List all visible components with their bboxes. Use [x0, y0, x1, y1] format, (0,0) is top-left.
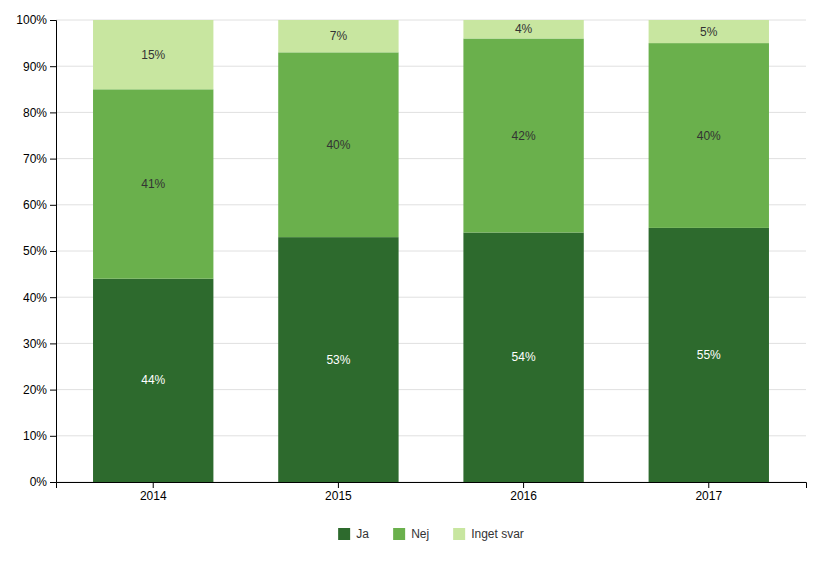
- x-tick: 2015: [325, 482, 352, 503]
- y-tick-label: 70%: [23, 152, 47, 166]
- bar: [463, 20, 583, 38]
- data-label: 7%: [330, 29, 348, 43]
- legend-item: Inget svar: [453, 527, 524, 541]
- y-tick-mark: [50, 112, 56, 113]
- data-label: 53%: [326, 353, 350, 367]
- plot: 44%53%54%55%41%40%42%40%15%7%4%5%2014201…: [16, 13, 806, 502]
- legend-label: Nej: [411, 527, 429, 541]
- data-label: 44%: [141, 373, 165, 387]
- bar: [278, 237, 398, 482]
- y-tick: 20%: [23, 383, 56, 397]
- x-tick: 2016: [510, 482, 537, 503]
- data-label: 40%: [326, 138, 350, 152]
- legend-swatch: [393, 528, 405, 540]
- y-axis: 0% 10% 20% 30% 40% 50% 60% 70% 80% 90% 100%: [16, 13, 56, 489]
- y-tick-label: 30%: [23, 337, 47, 351]
- x-tick-mark: [153, 482, 154, 488]
- y-tick: 100%: [16, 13, 56, 27]
- y-tick-label: 0%: [30, 475, 48, 489]
- bar: [649, 228, 769, 482]
- legend-item: Nej: [393, 527, 429, 541]
- bar: [463, 38, 583, 232]
- y-tick-label: 80%: [23, 106, 47, 120]
- y-tick-label: 50%: [23, 244, 47, 258]
- axis-domain: [57, 483, 807, 489]
- bar: [278, 20, 398, 52]
- x-tick-label: 2017: [695, 489, 722, 503]
- x-tick: 2014: [140, 482, 167, 503]
- data-label: 5%: [700, 25, 718, 39]
- y-tick-label: 60%: [23, 198, 47, 212]
- y-tick: 10%: [23, 429, 56, 443]
- chart: 44%53%54%55%41%40%42%40%15%7%4%5%2014201…: [0, 0, 826, 562]
- grid: [56, 20, 806, 482]
- bars: [93, 20, 769, 482]
- y-tick: 70%: [23, 152, 56, 166]
- y-tick-mark: [50, 251, 56, 252]
- x-tick-mark: [523, 482, 524, 488]
- y-tick-mark: [50, 343, 56, 344]
- y-tick-label: 100%: [16, 13, 47, 27]
- data-label: 55%: [697, 348, 721, 362]
- y-tick-label: 20%: [23, 383, 47, 397]
- y-tick-mark: [50, 482, 56, 483]
- x-tick-mark: [708, 482, 709, 488]
- legend-label: Ja: [356, 527, 369, 541]
- x-tick-label: 2016: [510, 489, 537, 503]
- bar: [93, 20, 213, 89]
- y-tick-label: 40%: [23, 291, 47, 305]
- bar: [278, 52, 398, 237]
- data-label: 54%: [512, 350, 536, 364]
- y-tick-mark: [50, 205, 56, 206]
- bar: [93, 89, 213, 278]
- y-tick: 40%: [23, 291, 56, 305]
- y-tick: 90%: [23, 60, 56, 74]
- data-label: 41%: [141, 177, 165, 191]
- y-tick-mark: [50, 436, 56, 437]
- legend-swatch: [453, 528, 465, 540]
- y-tick-label: 90%: [23, 60, 47, 74]
- axis-domain: [50, 21, 57, 483]
- y-tick-mark: [50, 20, 56, 21]
- y-tick: 30%: [23, 337, 56, 351]
- data-labels: 44% 53% 54% 55% 41% 40% 42% 40% 15% 7% 4% 5%: [141, 22, 721, 387]
- bar: [649, 43, 769, 228]
- y-tick-mark: [50, 66, 56, 67]
- x-tick-label: 2014: [140, 489, 167, 503]
- data-label: 4%: [515, 22, 533, 36]
- y-tick-mark: [50, 297, 56, 298]
- data-label: 15%: [141, 48, 165, 62]
- y-tick: 60%: [23, 198, 56, 212]
- y-tick: 50%: [23, 244, 56, 258]
- x-axis: 2014 2015 2016 2017: [57, 482, 807, 503]
- y-tick-mark: [50, 390, 56, 391]
- data-label: 40%: [697, 129, 721, 143]
- legend-swatch: [338, 528, 350, 540]
- y-tick: 80%: [23, 106, 56, 120]
- y-tick: 0%: [30, 475, 56, 489]
- y-tick-label: 10%: [23, 429, 47, 443]
- bar: [93, 279, 213, 482]
- y-tick-mark: [50, 159, 56, 160]
- bar: [463, 233, 583, 482]
- data-label: 42%: [512, 129, 536, 143]
- x-tick: 2017: [695, 482, 722, 503]
- legend: Ja Nej Inget svar: [338, 527, 524, 541]
- x-tick-mark: [338, 482, 339, 488]
- legend-item: Ja: [338, 527, 369, 541]
- legend-label: Inget svar: [471, 527, 524, 541]
- bar: [649, 20, 769, 43]
- x-tick-label: 2015: [325, 489, 352, 503]
